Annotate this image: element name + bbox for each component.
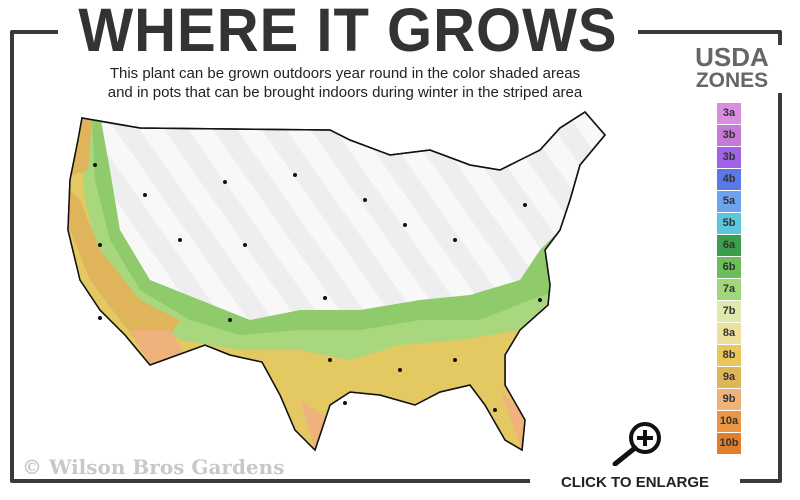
subtitle-line-2: and in pots that can be brought indoors … bbox=[107, 84, 583, 101]
legend-zone-5b: 5b bbox=[717, 213, 741, 234]
legend-zone-8b: 8b bbox=[717, 345, 741, 366]
city-dots bbox=[93, 163, 542, 412]
zone-legend: 3a 3b 3b 4b 5a 5b 6a 6b 7a 7b 8a 8b 9a 9b 10a 10b bbox=[717, 103, 741, 455]
legend-zone-10b: 10b bbox=[717, 433, 741, 454]
legend-zone-10a: 10a bbox=[717, 411, 741, 432]
watermark: © Wilson Bros Gardens bbox=[22, 455, 285, 479]
legend-title-line-1: USDA bbox=[695, 42, 769, 72]
legend-zone-6b: 6b bbox=[717, 257, 741, 278]
legend-zone-3a: 3a bbox=[717, 103, 741, 124]
legend-zone-9b: 9b bbox=[717, 389, 741, 410]
legend-zone-7a: 7a bbox=[717, 279, 741, 300]
legend-title: USDA ZONES bbox=[682, 42, 782, 93]
legend-zone-8a: 8a bbox=[717, 323, 741, 344]
legend-zone-6a: 6a bbox=[717, 235, 741, 256]
subtitle: This plant can be grown outdoors year ro… bbox=[40, 64, 650, 102]
subtitle-line-1: This plant can be grown outdoors year ro… bbox=[109, 65, 581, 82]
page-title: WHERE IT GROWS bbox=[58, 0, 638, 64]
legend-title-line-2: ZONES bbox=[695, 69, 769, 92]
legend-zone-5a: 5a bbox=[717, 191, 741, 212]
legend-zone-9a: 9a bbox=[717, 367, 741, 388]
click-to-enlarge-button[interactable]: CLICK TO ENLARGE bbox=[530, 466, 740, 500]
legend-zone-4b: 4b bbox=[717, 169, 741, 190]
legend-zone-7b: 7b bbox=[717, 301, 741, 322]
legend-zone-3b: 3b bbox=[717, 125, 741, 146]
legend-zone-3b: 3b bbox=[717, 147, 741, 168]
zoom-in-magnifier-icon[interactable] bbox=[605, 420, 665, 468]
